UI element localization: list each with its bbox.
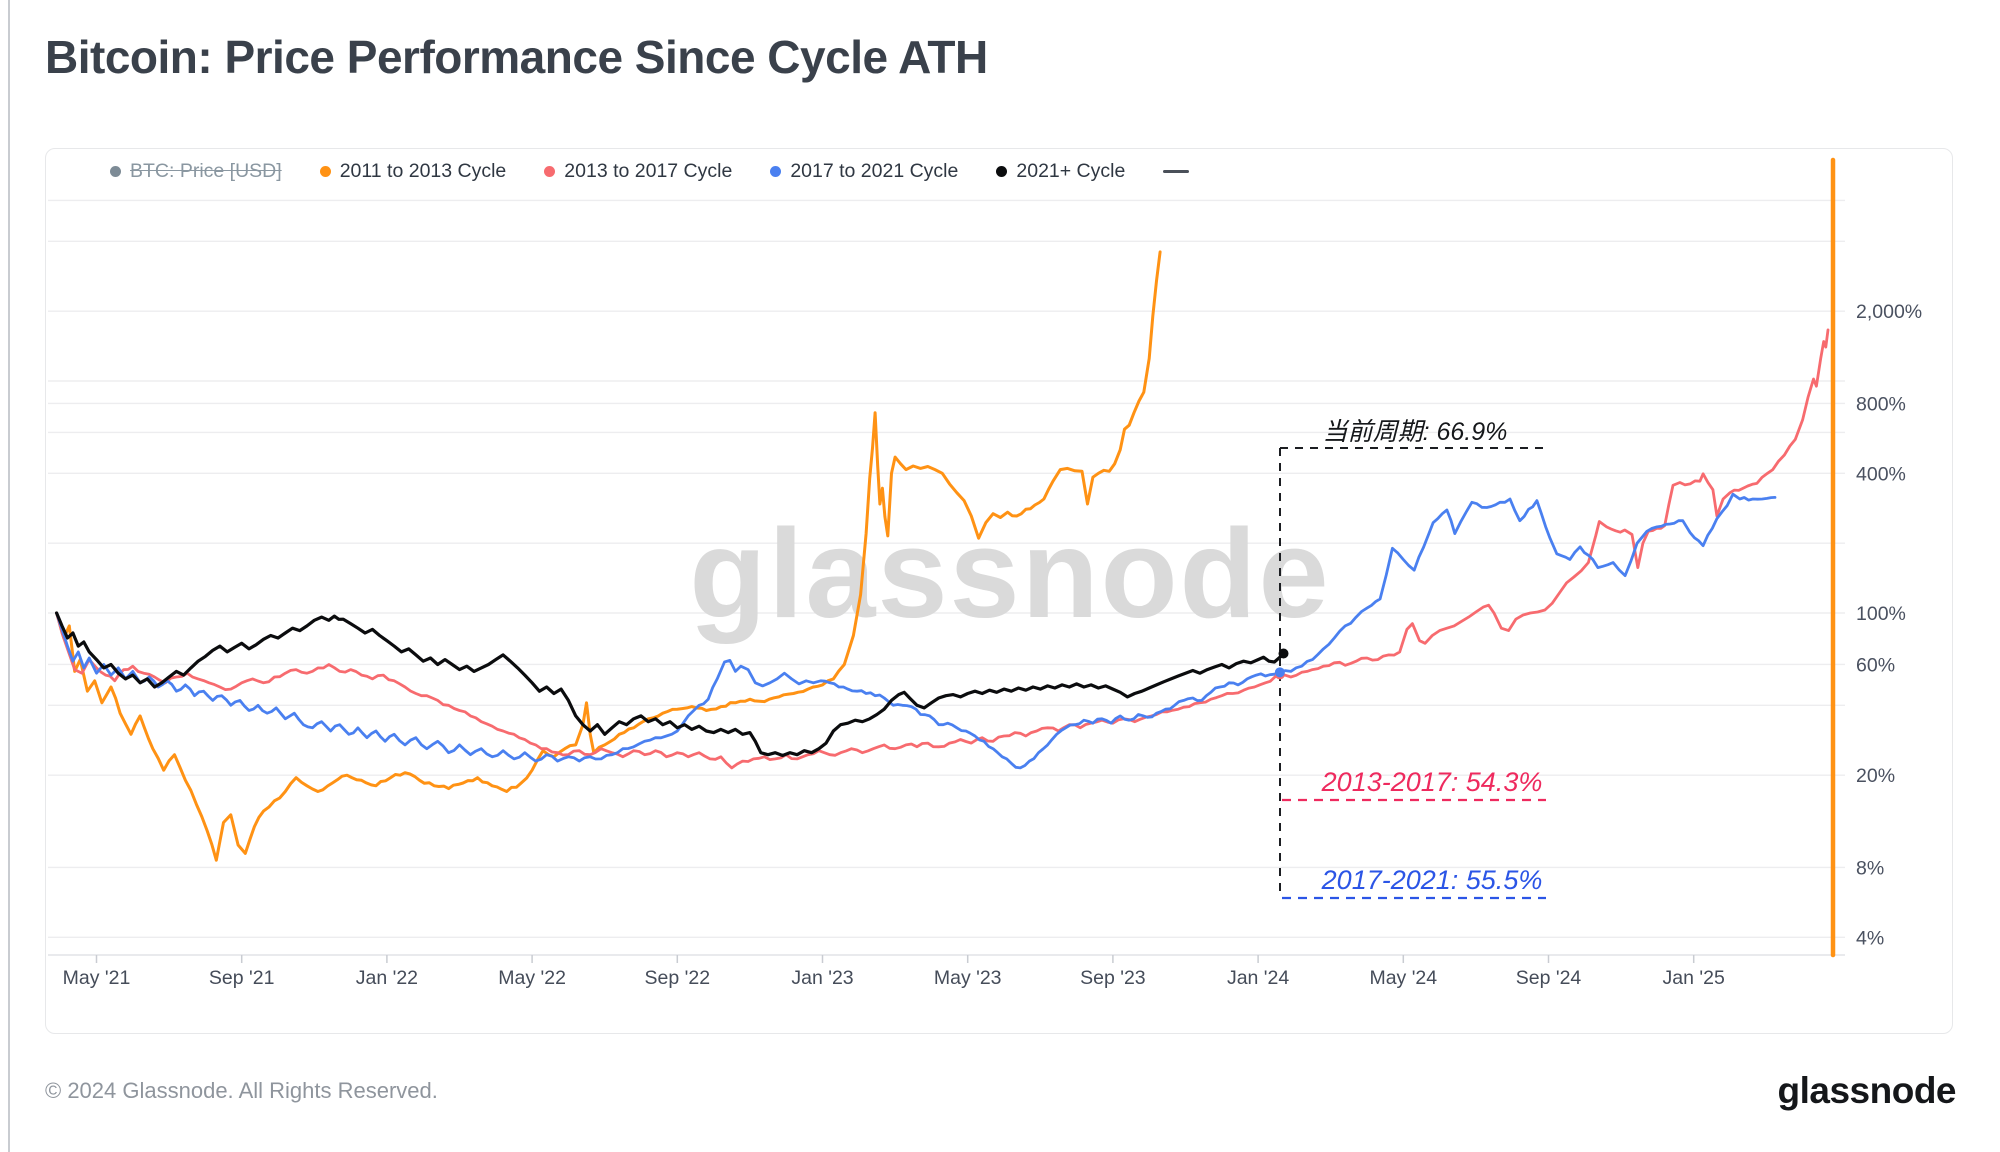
x-axis-label: Sep '23 [1080,967,1146,989]
legend-label: 2021+ Cycle [1016,160,1126,182]
chart-card [45,148,1953,1034]
copyright-text: © 2024 Glassnode. All Rights Reserved. [45,1078,438,1103]
x-axis-label: May '24 [1369,967,1437,989]
chart-legend: BTC: Price [USD] 2011 to 2013 Cycle 2013 t… [110,160,1190,183]
x-axis-label: Jan '23 [791,967,853,989]
x-axis-label: Sep '24 [1516,967,1582,989]
legend-item-marker-line[interactable] [1163,170,1190,173]
legend-label: 2011 to 2013 Cycle [339,160,507,182]
legend-dot-icon [544,166,556,177]
legend-item-btc-price-usd[interactable]: BTC: Price [USD] [110,160,282,183]
legend-dot-icon [319,166,331,177]
legend-dash-icon [1163,170,1190,173]
legend-label: BTC: Price [USD] [130,160,282,182]
legend-item-2011-to-2013-cycle[interactable]: 2011 to 2013 Cycle [319,160,507,183]
x-axis-label: Jan '24 [1227,967,1289,989]
y-axis-label: 4% [1856,927,1884,949]
series-line-2013-to-2017-cycle [55,328,1830,770]
x-axis-label: May '21 [63,967,131,989]
legend-item-2013-to-2017-cycle[interactable]: 2013 to 2017 Cycle [544,160,732,183]
x-axis-label: May '22 [498,967,566,989]
legend-item-2021-cycle[interactable]: 2021+ Cycle [996,160,1125,183]
screen-edge-divider [8,0,10,1152]
series-line-2017-to-2021-cycle [55,492,1777,770]
annotation-cycle-2013-2017: 2013-2017: 54.3% [1321,767,1543,797]
x-axis-label: May '23 [934,967,1002,989]
y-axis-label: 800% [1856,393,1906,415]
x-axis-label: Jan '22 [356,967,418,989]
legend-label: 2017 to 2021 Cycle [790,160,959,182]
cycle-marker-dot-2017-to-2021-cycle [1274,667,1285,678]
x-axis-label: Jan '25 [1663,967,1725,989]
legend-label: 2013 to 2017 Cycle [564,160,733,182]
cycle-marker-dot-2021-cycle [1278,648,1289,659]
glassnode-logo: glassnode [1777,1070,1957,1111]
y-axis-label: 100% [1856,603,1906,625]
y-axis-label: 8% [1856,857,1884,879]
glassnode-watermark: glassnode [689,503,1330,644]
y-axis-label: 60% [1856,654,1895,676]
y-axis-label: 2,000% [1856,301,1922,323]
x-axis-label: Sep '22 [645,967,711,989]
series-line-2021-cycle [54,611,1286,758]
legend-item-2017-to-2021-cycle[interactable]: 2017 to 2021 Cycle [770,160,958,183]
legend-dot-icon [996,166,1008,177]
x-axis-label: Sep '21 [209,967,275,989]
legend-dot-icon [110,166,121,177]
annotation-current-cycle: 当前周期: 66.9% [1323,418,1508,446]
annotation-cycle-2017-2021: 2017-2021: 55.5% [1321,865,1543,895]
y-axis-label: 20% [1856,765,1895,787]
page-title: Bitcoin: Price Performance Since Cycle A… [45,31,988,83]
y-axis-label: 400% [1856,463,1906,485]
legend-dot-icon [770,166,782,177]
series-line-2011-to-2013-cycle [55,250,1162,862]
